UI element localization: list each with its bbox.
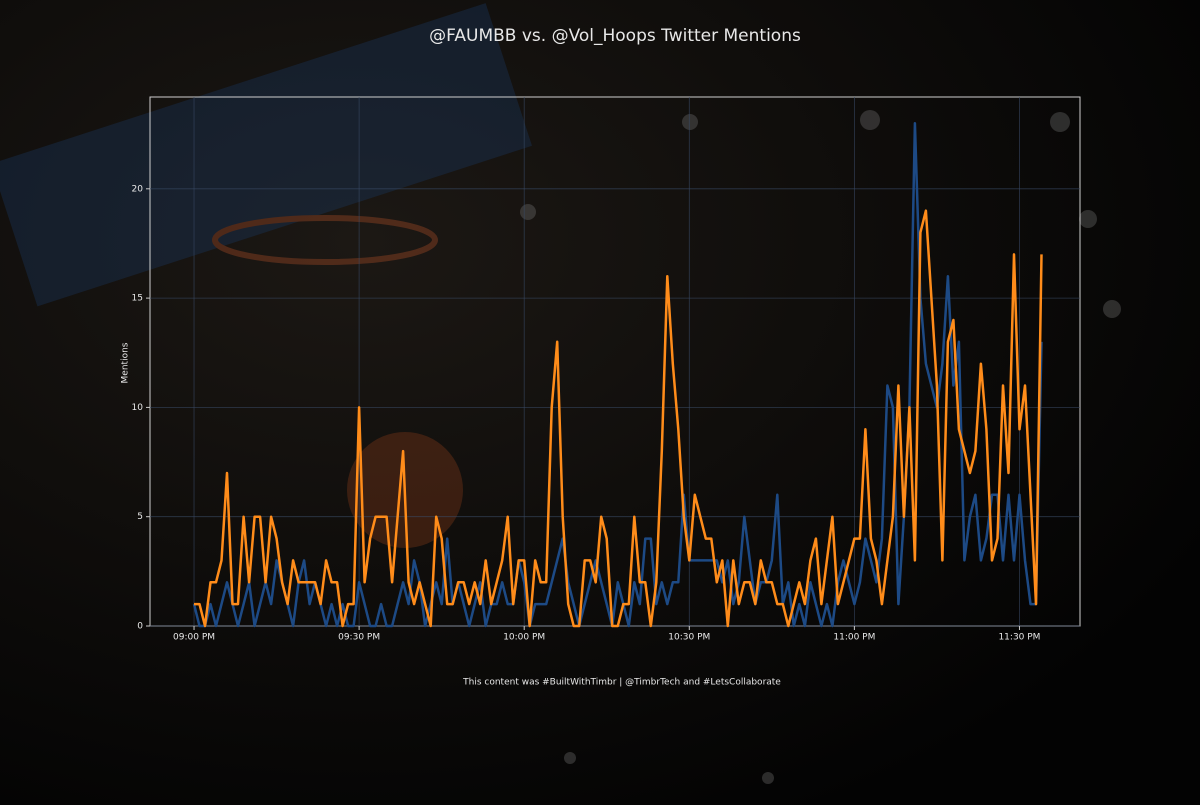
x-tick-label: 10:00 PM <box>503 633 545 643</box>
footer: This content was #BuiltWithTimbr | @Timb… <box>462 678 781 688</box>
series-line <box>194 209 1043 628</box>
x-tick-label: 11:00 PM <box>833 633 875 643</box>
x-tick-label: 09:00 PM <box>173 633 215 643</box>
y-axis-label: Mentions <box>121 342 131 383</box>
x-tick-label: 09:30 PM <box>338 633 380 643</box>
y-tick-label: 15 <box>132 294 143 304</box>
x-tick-label: 11:30 PM <box>998 633 1040 643</box>
y-tick-label: 10 <box>132 403 144 413</box>
y-tick-label: 0 <box>137 622 143 632</box>
y-tick-label: 20 <box>132 184 144 194</box>
x-tick-label: 10:30 PM <box>668 633 710 643</box>
series-line <box>192 121 1043 628</box>
chart-title: @FAUMBB vs. @Vol_Hoops Twitter Mentions <box>429 26 801 46</box>
y-tick-label: 5 <box>137 512 143 522</box>
